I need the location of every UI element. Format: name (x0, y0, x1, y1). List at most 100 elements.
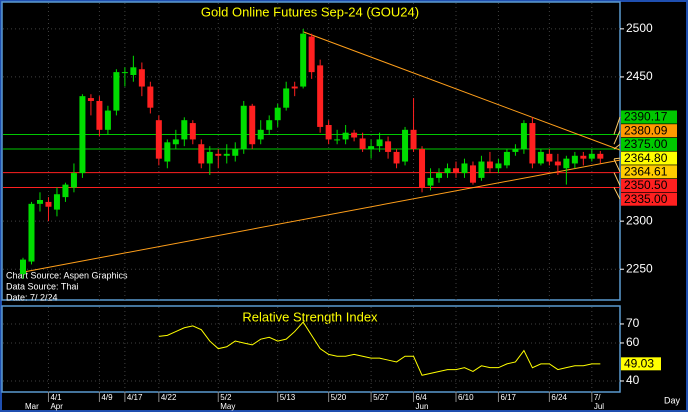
price-label: 2364.80 (624, 151, 668, 165)
month-label: Apr (50, 402, 63, 411)
candle-body (249, 105, 256, 145)
y-tick-label: 2500 (626, 21, 653, 35)
y-tick-label: 2300 (626, 213, 653, 227)
source-line: Data Source: Thai (6, 281, 78, 291)
y-tick-label: 2450 (626, 69, 653, 83)
candle-body (87, 98, 94, 101)
candle-body (359, 138, 366, 150)
candle-body (274, 107, 281, 121)
candle-body (172, 139, 179, 145)
candle-body (215, 153, 222, 156)
candle-body (317, 65, 324, 127)
source-line: Chart Source: Aspen Graphics (6, 270, 128, 280)
x-tick-label: 5/2 (220, 393, 232, 402)
candle-body (28, 203, 35, 262)
candle-body (189, 123, 196, 140)
price-label: 2380.09 (624, 123, 668, 137)
candle-body (469, 165, 476, 183)
price-label-box (621, 179, 677, 192)
x-tick-label: 5/13 (280, 393, 296, 402)
rsi-line (158, 321, 601, 376)
price-label-box (621, 137, 677, 151)
price-pointer (613, 144, 621, 150)
candle-body (410, 129, 417, 150)
price-label: 2364.61 (624, 164, 668, 178)
candle-body (283, 88, 290, 108)
candle-body (461, 163, 468, 174)
candle-body (597, 153, 604, 159)
price-label: 2350.50 (624, 178, 668, 192)
candle-body (308, 36, 315, 73)
x-tick-label: 7/ (594, 393, 601, 402)
price-label: 2335.00 (624, 192, 668, 206)
price-label-box (621, 165, 677, 179)
candle-body (266, 120, 273, 130)
candle-body (402, 129, 409, 162)
price-pointer (613, 130, 621, 145)
month-label: Jul (594, 402, 604, 411)
y-tick-label: 70 (626, 316, 640, 330)
candle-body (546, 153, 553, 162)
candle-body (113, 72, 120, 111)
candle-body (563, 158, 570, 169)
price-pointer (613, 116, 621, 135)
candle-body (427, 177, 434, 186)
candle-body (164, 142, 171, 162)
source-line: Date: 7/ 2/24 (6, 292, 58, 302)
candle-body (325, 125, 332, 140)
x-tick-label: 5/20 (331, 393, 347, 402)
price-pointer (613, 158, 621, 173)
candle-body (36, 200, 43, 204)
price-label: 2375.00 (624, 137, 668, 151)
candle-body (155, 120, 162, 159)
rsi-value-label: 49.03 (624, 356, 654, 370)
candle-body (130, 67, 137, 75)
candle-body (53, 194, 60, 210)
candle-body (240, 105, 247, 150)
price-pointer (613, 187, 621, 200)
candle-body (368, 146, 375, 150)
candle-body (588, 153, 595, 159)
candle-body (529, 123, 536, 164)
candle-body (342, 132, 349, 140)
candle-body (79, 96, 86, 174)
candle-body (393, 151, 400, 164)
candle-body (121, 72, 128, 74)
rsi-title: Relative Strength Index (242, 309, 378, 324)
candle-body (419, 149, 426, 188)
price-label-box (621, 151, 677, 165)
candle-body (147, 86, 154, 108)
candle-body (503, 151, 510, 166)
candle-body (385, 141, 392, 152)
price-label-box (621, 110, 677, 124)
candle-body (96, 100, 103, 130)
month-label: Mar (25, 402, 39, 411)
price-label-box (621, 192, 677, 206)
candle-body (181, 120, 188, 140)
month-label: Jun (416, 402, 429, 411)
candle-body (452, 168, 459, 174)
x-tick-label: 6/17 (500, 393, 516, 402)
candle-body (376, 139, 383, 147)
candle-body (478, 161, 485, 178)
price-label: 2390.17 (624, 110, 668, 124)
y-tick-label: 60 (626, 335, 640, 349)
x-tick-label: 4/1 (50, 393, 62, 402)
candle-body (436, 173, 443, 178)
x-tick-label: 6/24 (551, 393, 567, 402)
candle-body (70, 173, 77, 188)
candle-body (45, 201, 52, 207)
price-panel (1, 1, 621, 301)
candle-body (512, 149, 519, 152)
price-label-box (621, 124, 677, 138)
trendline (302, 31, 621, 151)
candle-body (198, 144, 205, 164)
candle-body (223, 153, 230, 156)
candle-body (62, 184, 69, 198)
x-tick-label: 6/4 (416, 393, 428, 402)
x-tick-label: 5/27 (373, 393, 389, 402)
x-tick-label: 6/10 (458, 393, 474, 402)
